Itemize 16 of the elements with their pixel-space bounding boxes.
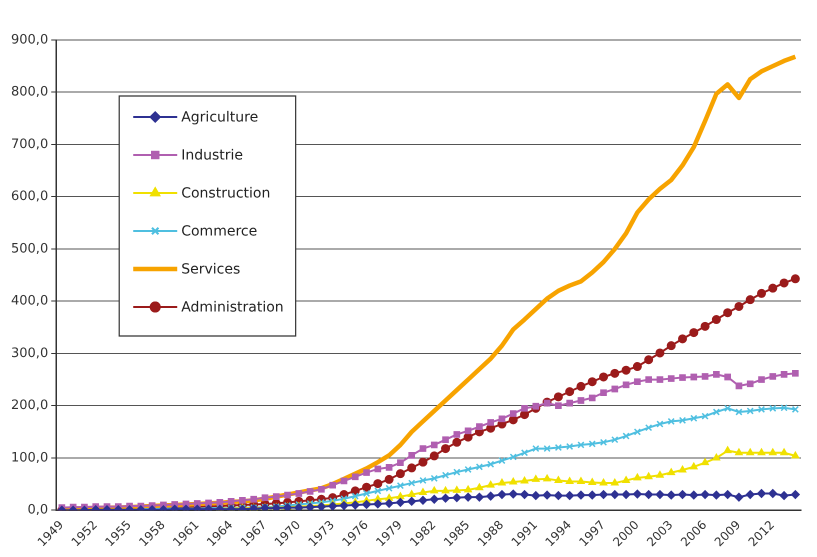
y-tick-label: 900,0	[11, 32, 48, 48]
legend-label: Construction	[181, 186, 270, 202]
y-tick-label: 100,0	[11, 450, 48, 466]
y-tick-label: 0,0	[28, 502, 48, 518]
y-tick-label: 400,0	[11, 294, 48, 309]
legend-label: Administration	[181, 300, 284, 316]
legend-label: Commerce	[181, 224, 258, 240]
y-tick-label: 200,0	[11, 398, 48, 414]
y-tick-label: 700,0	[11, 136, 48, 152]
y-tick-label: 300,0	[11, 346, 48, 361]
legend-label: Agriculture	[181, 110, 258, 126]
y-tick-label: 600,0	[11, 189, 48, 204]
y-tick-label: 800,0	[11, 84, 48, 100]
legend-label: Services	[181, 262, 240, 278]
legend-label: Industrie	[181, 148, 244, 164]
y-tick-label: 500,0	[11, 241, 48, 256]
